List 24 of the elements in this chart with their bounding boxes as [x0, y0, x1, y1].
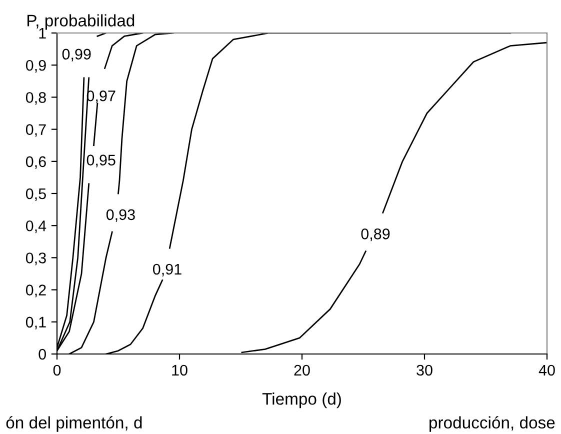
x-tick-label: 0 [53, 364, 61, 376]
y-tick-label: 0,3 [26, 252, 46, 266]
text: ón del pimentón, d [6, 416, 142, 432]
y-tick-label: 0,5 [26, 188, 46, 201]
annotation: 0,91 [152, 264, 182, 276]
y-tick-label: 0,4 [26, 220, 46, 234]
y-tick-label: 0,6 [26, 156, 46, 169]
text: producción, dose [430, 416, 555, 432]
y-tick-label: 0,9 [26, 60, 46, 73]
x-tick-label: 20 [294, 364, 310, 376]
annotation: 0,99 [62, 48, 91, 62]
annotation: 0,89 [361, 228, 390, 242]
y-tick-label: 0 [38, 348, 46, 360]
x-axis-title: Tiempo (d) [262, 392, 341, 408]
annotation: 0,93 [106, 209, 135, 222]
y-tick-label: 0,2 [26, 284, 46, 298]
y-tick-label: 0,7 [26, 124, 46, 137]
x-tick-label: 30 [416, 364, 432, 376]
y-tick-label: 0,1 [26, 316, 46, 330]
y-tick-label: 0,8 [26, 92, 46, 105]
x-tick-label: 10 [172, 364, 188, 376]
annotation: 0,95 [86, 154, 116, 168]
x-tick-label: 40 [538, 364, 555, 376]
y-tick-label: 1 [39, 28, 46, 39]
